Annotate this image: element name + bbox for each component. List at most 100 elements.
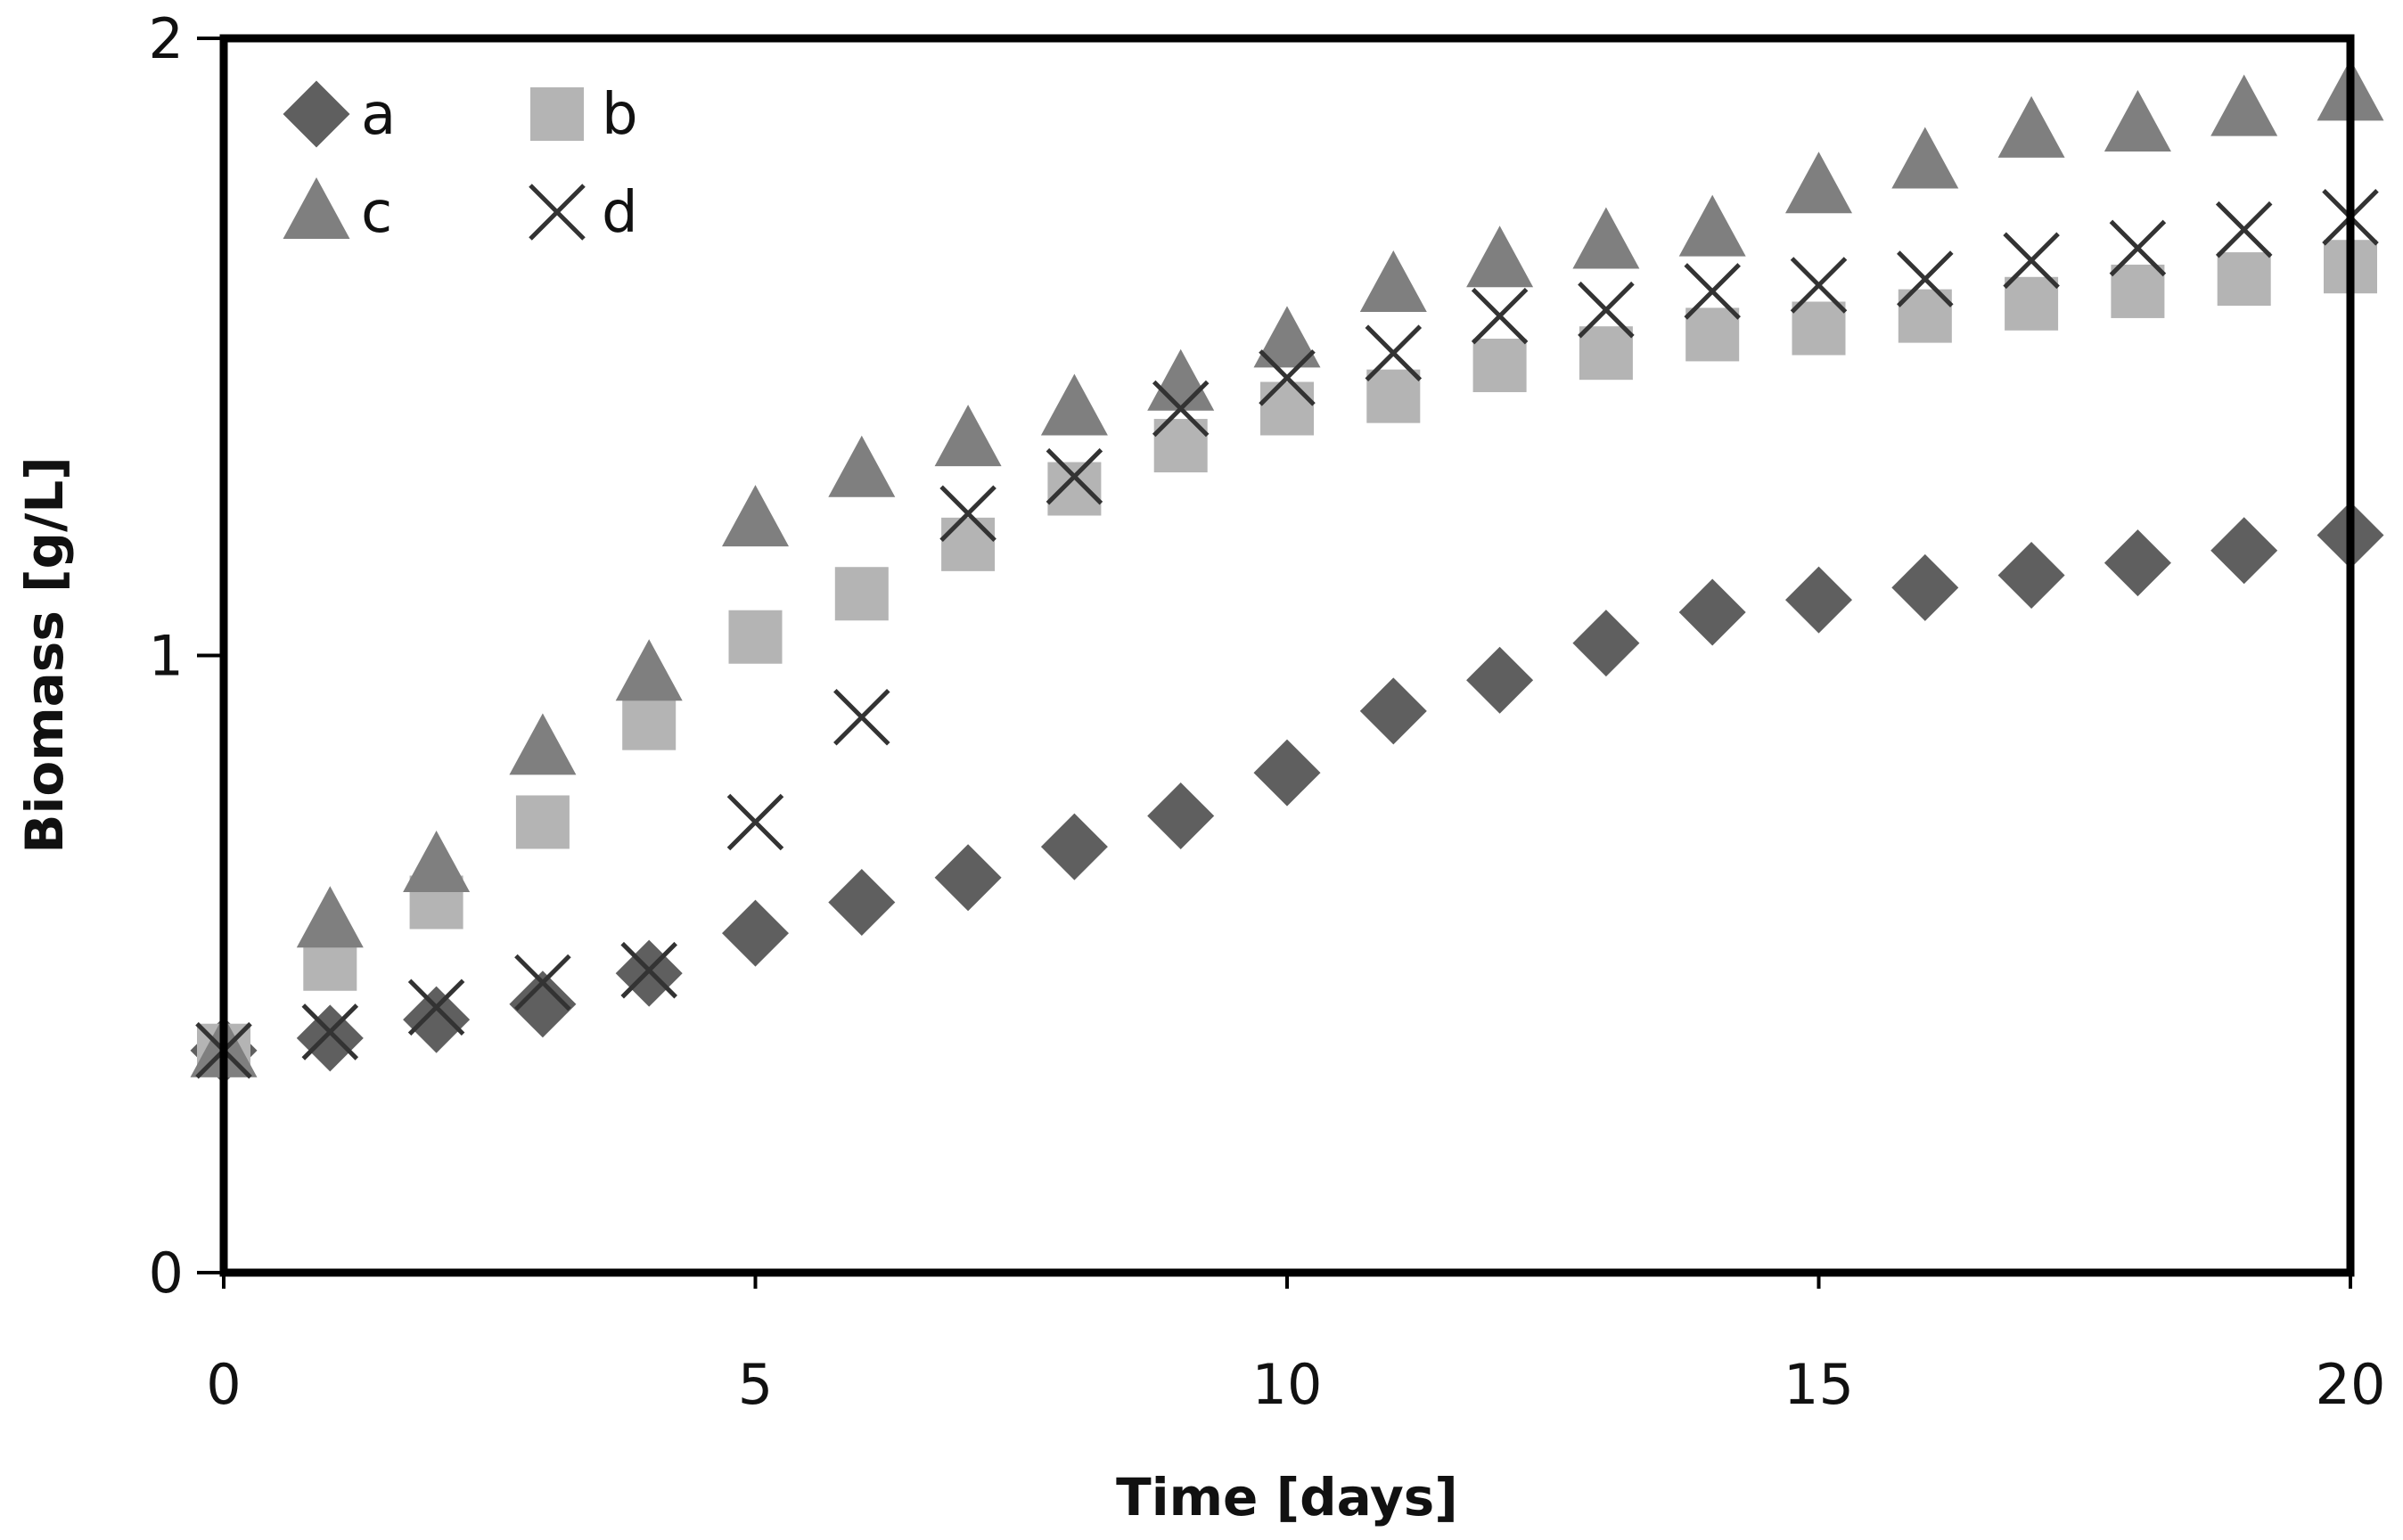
point-a-10 xyxy=(1253,739,1321,807)
x-tick-label: 5 xyxy=(738,1352,773,1417)
y-tick-label: 2 xyxy=(149,6,184,71)
legend-item-b: b xyxy=(530,82,638,148)
legend-diamond-icon xyxy=(283,80,350,148)
point-b-4 xyxy=(622,696,677,750)
point-d-6 xyxy=(833,688,890,746)
point-c-8 xyxy=(1040,373,1108,436)
axis-ticks: 0 5 10 15 20 0 1 2 xyxy=(149,6,2386,1417)
point-b-5 xyxy=(728,610,783,664)
series-c xyxy=(190,59,2384,1077)
legend-x-icon xyxy=(529,184,586,241)
point-d-13 xyxy=(1578,281,1635,339)
point-c-3 xyxy=(509,713,577,775)
legend-item-d: d xyxy=(529,180,638,246)
point-d-1 xyxy=(301,1003,359,1061)
point-a-6 xyxy=(828,869,896,936)
point-d-12 xyxy=(1471,287,1529,345)
point-a-15 xyxy=(1785,566,1852,634)
point-a-2 xyxy=(403,986,471,1053)
point-a-16 xyxy=(1891,553,1959,621)
point-b-18 xyxy=(2111,264,2165,318)
point-d-2 xyxy=(407,979,465,1036)
point-a-8 xyxy=(1040,813,1108,881)
point-b-6 xyxy=(834,567,889,621)
point-c-5 xyxy=(722,485,789,547)
legend-label: c xyxy=(361,180,392,246)
series-a xyxy=(190,501,2384,1085)
point-a-9 xyxy=(1147,782,1215,850)
x-tick-label: 20 xyxy=(2316,1352,2386,1417)
point-d-8 xyxy=(1046,447,1103,505)
point-b-14 xyxy=(1685,307,1740,362)
point-a-13 xyxy=(1572,610,1640,677)
x-tick-label: 0 xyxy=(206,1352,241,1417)
point-c-4 xyxy=(615,639,683,701)
point-a-18 xyxy=(2104,529,2171,597)
point-a-5 xyxy=(722,899,789,967)
point-a-19 xyxy=(2210,517,2278,585)
point-d-4 xyxy=(620,941,677,999)
legend-item-a: a xyxy=(283,80,396,148)
point-d-3 xyxy=(514,954,571,1012)
legend: a b c d xyxy=(283,80,638,246)
point-a-3 xyxy=(509,971,577,1038)
point-c-1 xyxy=(296,886,364,948)
point-c-11 xyxy=(1359,250,1427,312)
point-a-12 xyxy=(1466,646,1534,714)
point-c-15 xyxy=(1785,152,1852,214)
x-tick-label: 10 xyxy=(1252,1352,1323,1417)
point-c-12 xyxy=(1466,225,1534,288)
point-b-10 xyxy=(1260,381,1314,436)
point-d-18 xyxy=(2109,219,2167,277)
point-a-1 xyxy=(296,1004,364,1072)
point-c-16 xyxy=(1891,127,1959,189)
point-b-19 xyxy=(2217,252,2271,307)
legend-label: d xyxy=(602,180,638,246)
point-b-8 xyxy=(1047,462,1102,516)
point-d-15 xyxy=(1790,257,1848,314)
point-d-11 xyxy=(1365,324,1423,381)
point-d-10 xyxy=(1259,349,1316,406)
data-marks xyxy=(190,59,2384,1085)
y-tick-label: 1 xyxy=(149,624,184,689)
point-d-7 xyxy=(939,485,996,542)
point-c-19 xyxy=(2210,74,2278,136)
legend-square-icon xyxy=(530,87,584,141)
point-d-17 xyxy=(2003,232,2060,290)
point-c-10 xyxy=(1253,306,1321,368)
point-c-2 xyxy=(403,830,471,892)
point-d-19 xyxy=(2215,201,2273,258)
legend-label: a xyxy=(361,82,396,148)
point-d-9 xyxy=(1152,380,1210,438)
point-a-11 xyxy=(1359,677,1427,745)
point-a-7 xyxy=(934,844,1002,912)
point-b-13 xyxy=(1579,326,1633,381)
point-c-7 xyxy=(934,405,1002,467)
point-b-17 xyxy=(2005,276,2059,331)
point-b-7 xyxy=(941,517,996,571)
point-c-9 xyxy=(1147,348,1215,411)
point-d-5 xyxy=(726,793,784,851)
point-b-11 xyxy=(1366,369,1421,423)
point-b-3 xyxy=(515,795,570,849)
point-c-17 xyxy=(1997,95,2065,158)
point-c-6 xyxy=(828,435,896,497)
point-c-14 xyxy=(1678,194,1746,257)
point-d-16 xyxy=(1897,250,1954,307)
point-c-13 xyxy=(1572,207,1640,269)
point-d-14 xyxy=(1684,263,1741,320)
point-c-18 xyxy=(2104,89,2171,152)
legend-item-c: c xyxy=(283,177,392,246)
point-a-14 xyxy=(1678,578,1746,646)
legend-label: b xyxy=(602,82,638,148)
x-tick-label: 15 xyxy=(1784,1352,1854,1417)
point-b-15 xyxy=(1792,301,1846,356)
legend-triangle-icon xyxy=(283,177,350,239)
point-a-17 xyxy=(1997,541,2065,609)
point-b-12 xyxy=(1472,339,1527,393)
x-axis-label: Time [days] xyxy=(1116,1467,1458,1528)
y-tick-label: 0 xyxy=(149,1241,184,1306)
y-axis-label: Biomass [g/L] xyxy=(14,456,75,853)
series-d xyxy=(195,189,2379,1079)
